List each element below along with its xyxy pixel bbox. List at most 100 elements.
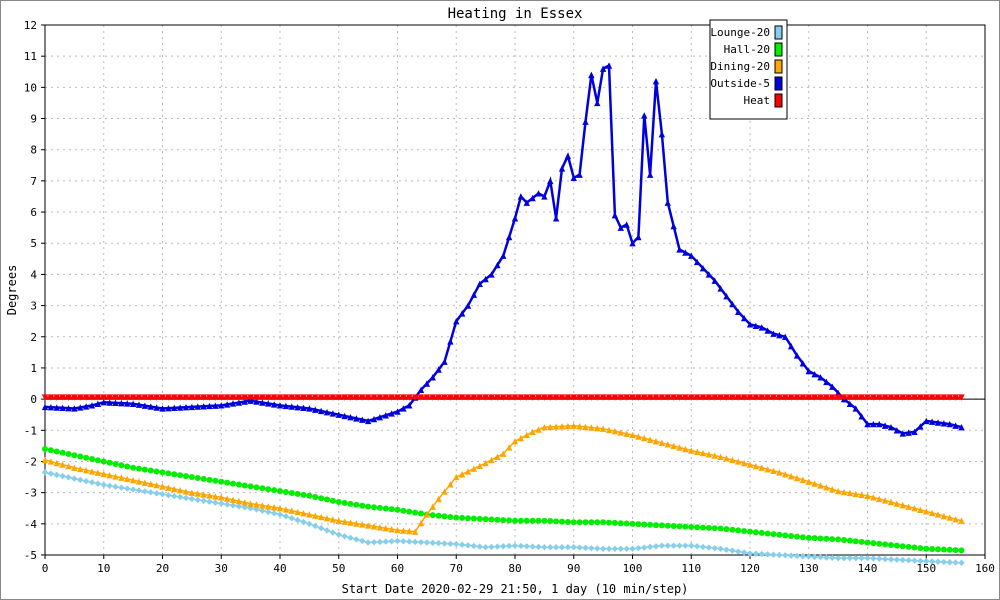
- data-point: [464, 394, 472, 401]
- data-point: [858, 394, 865, 401]
- data-point: [911, 557, 918, 564]
- data-point: [482, 544, 489, 551]
- data-point: [47, 404, 55, 411]
- data-point: [541, 544, 548, 551]
- data-point: [605, 62, 613, 69]
- data-point: [805, 478, 812, 485]
- data-point: [605, 426, 613, 434]
- data-point: [94, 469, 102, 476]
- y-tick-label: 2: [30, 331, 37, 344]
- data-point: [881, 422, 889, 429]
- data-point: [705, 271, 713, 278]
- data-point: [693, 394, 701, 401]
- data-point: [876, 540, 883, 547]
- data-point: [729, 300, 736, 308]
- data-point: [705, 451, 713, 458]
- data-point: [711, 394, 718, 401]
- data-point: [541, 193, 548, 200]
- y-tick-label: 0: [30, 393, 37, 406]
- data-point: [382, 524, 389, 532]
- data-point: [265, 503, 272, 510]
- data-point: [688, 252, 695, 259]
- legend-swatch: [774, 25, 783, 40]
- data-point: [376, 524, 384, 531]
- data-point: [776, 469, 783, 476]
- data-point: [65, 404, 72, 412]
- data-point: [606, 519, 612, 526]
- data-point: [323, 394, 331, 401]
- data-point: [88, 468, 96, 475]
- data-point: [682, 542, 689, 549]
- data-point: [100, 481, 107, 489]
- data-point: [617, 545, 624, 552]
- data-point: [905, 543, 912, 550]
- data-point: [218, 494, 225, 501]
- data-point: [65, 394, 72, 401]
- data-point: [253, 484, 260, 491]
- data-point: [723, 546, 730, 553]
- data-point: [382, 394, 389, 401]
- data-point: [417, 394, 425, 401]
- data-point: [253, 398, 260, 405]
- data-point: [693, 543, 701, 550]
- data-point: [834, 487, 842, 495]
- data-point: [124, 400, 131, 407]
- data-point: [135, 478, 143, 485]
- legend: Lounge-20 Hall-20 Dining-20 Outside-5 Heat: [709, 19, 788, 120]
- data-point: [676, 444, 683, 451]
- data-point: [858, 538, 865, 545]
- data-point: [688, 523, 695, 530]
- data-point: [476, 515, 483, 522]
- data-point: [112, 394, 119, 401]
- y-tick-label: -1: [24, 424, 37, 437]
- data-point: [153, 404, 160, 411]
- data-point: [758, 324, 765, 331]
- data-point: [588, 71, 595, 79]
- data-point: [646, 436, 654, 443]
- data-point: [934, 511, 942, 518]
- data-point: [870, 494, 877, 501]
- data-point: [488, 543, 495, 551]
- data-point: [682, 249, 689, 256]
- series-heat: [41, 394, 965, 401]
- data-point: [599, 65, 607, 72]
- data-point: [576, 519, 583, 526]
- data-point: [447, 481, 454, 488]
- data-point: [787, 552, 795, 559]
- data-point: [946, 420, 953, 428]
- data-point: [641, 394, 648, 401]
- data-point: [711, 544, 718, 552]
- data-point: [547, 394, 554, 401]
- data-point: [482, 394, 489, 401]
- data-point: [653, 522, 659, 529]
- data-point: [323, 515, 331, 522]
- data-point: [553, 518, 560, 525]
- data-point: [141, 479, 149, 486]
- data-point: [153, 468, 160, 475]
- data-point: [911, 428, 918, 436]
- data-point: [453, 317, 460, 325]
- data-point: [881, 497, 889, 504]
- data-point: [658, 130, 666, 138]
- y-tick-label: 10: [24, 81, 37, 94]
- data-point: [829, 536, 836, 543]
- data-point: [758, 394, 765, 401]
- data-point: [376, 414, 384, 421]
- data-point: [817, 394, 824, 401]
- data-point: [224, 479, 231, 486]
- data-point: [611, 394, 619, 401]
- data-point: [799, 360, 807, 367]
- data-point: [470, 291, 478, 298]
- data-point: [317, 394, 325, 401]
- data-point: [335, 411, 342, 418]
- data-point: [805, 553, 812, 560]
- data-point: [194, 403, 201, 410]
- y-tick-label: 7: [30, 175, 37, 188]
- data-point: [188, 394, 196, 401]
- data-point: [218, 500, 225, 507]
- data-point: [188, 495, 196, 503]
- data-point: [100, 470, 107, 478]
- data-point: [241, 504, 248, 511]
- data-point: [364, 539, 372, 546]
- data-point: [928, 394, 936, 401]
